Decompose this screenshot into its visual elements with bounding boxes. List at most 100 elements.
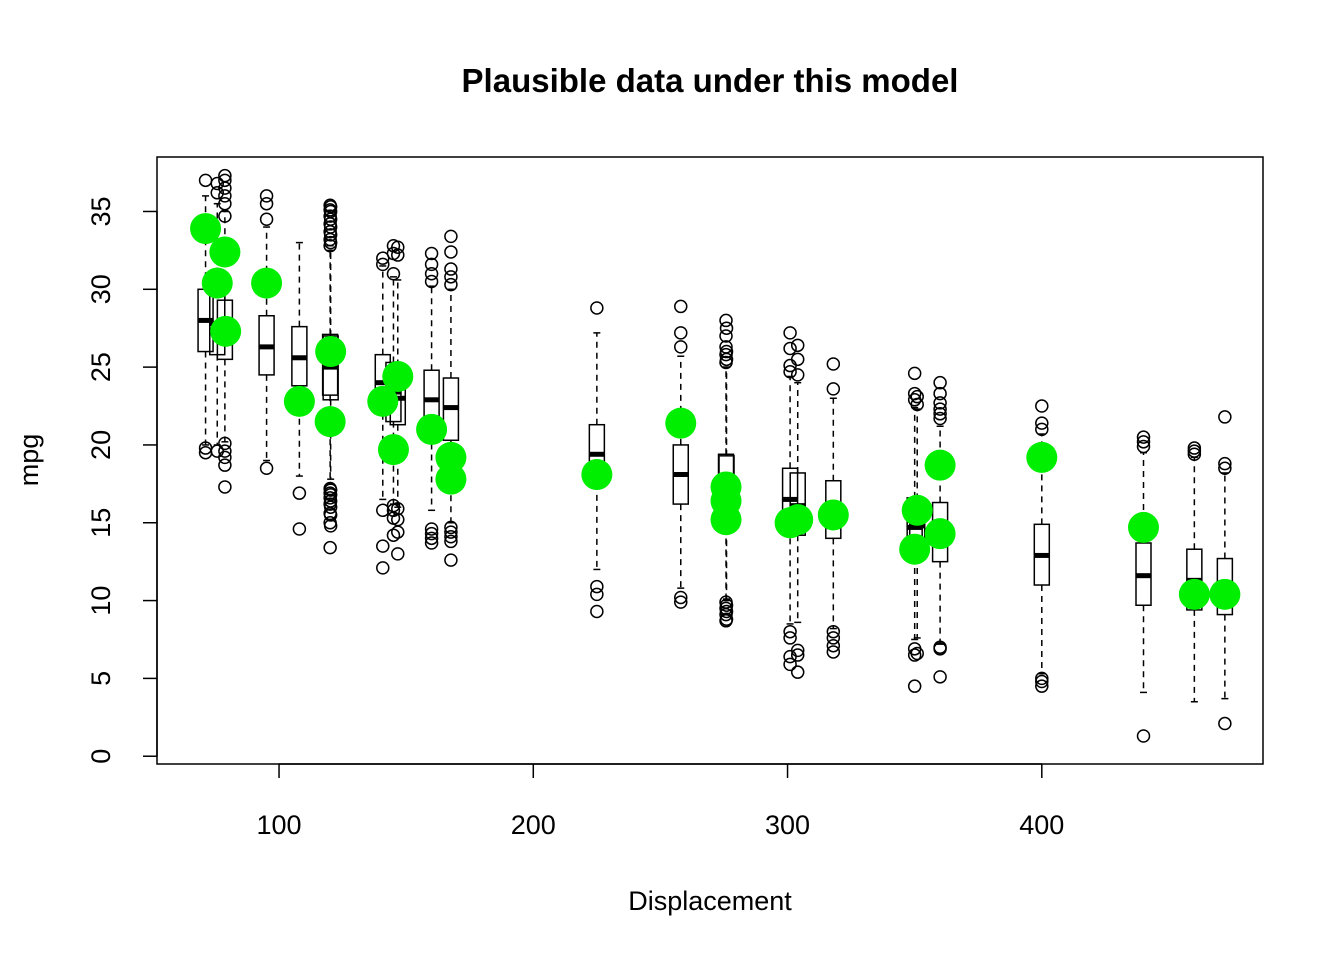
outlier-point xyxy=(719,329,733,343)
outlier-point xyxy=(391,512,405,527)
outlier-point xyxy=(783,326,797,340)
observed-point xyxy=(924,449,956,481)
outlier-point xyxy=(826,645,841,659)
outlier-point xyxy=(444,245,458,259)
outlier-point xyxy=(907,648,922,662)
observed-point xyxy=(665,407,697,439)
observed-point xyxy=(367,385,399,417)
outlier-point xyxy=(218,450,232,465)
outlier-point xyxy=(391,501,405,516)
outlier-point xyxy=(424,531,439,546)
outlier-point xyxy=(323,204,338,219)
outlier-point xyxy=(1035,416,1049,430)
outlier-point xyxy=(323,200,338,214)
outlier-point xyxy=(674,326,688,340)
outlier-point xyxy=(1218,410,1232,424)
outlier-point xyxy=(933,386,947,401)
outlier-point xyxy=(376,561,390,575)
outlier-point xyxy=(933,411,947,426)
outlier-point xyxy=(590,301,604,315)
outlier-point xyxy=(1035,671,1049,686)
observed-point xyxy=(416,413,448,445)
x-axis-label: Displacement xyxy=(628,886,792,916)
outlier-point xyxy=(826,382,841,396)
outlier-point xyxy=(292,522,307,536)
outlier-point xyxy=(323,228,338,242)
outlier-point xyxy=(1218,456,1232,471)
box-group xyxy=(672,299,690,609)
outlier-point xyxy=(1136,435,1151,449)
outlier-point xyxy=(323,540,337,555)
outlier-point xyxy=(783,341,797,356)
observed-point xyxy=(710,471,742,503)
outlier-point xyxy=(790,643,805,658)
outlier-point xyxy=(424,246,439,261)
outlier-point xyxy=(323,494,338,508)
outlier-point xyxy=(790,352,805,367)
outlier-point xyxy=(323,220,338,234)
y-axis-label: mpg xyxy=(14,434,44,487)
outlier-point xyxy=(259,212,274,227)
box-group xyxy=(258,189,275,476)
y-tick-label: 25 xyxy=(86,352,116,382)
observed-point xyxy=(377,434,409,466)
y-tick-label: 30 xyxy=(86,274,116,304)
observed-point xyxy=(435,441,467,473)
box-group xyxy=(1135,430,1152,743)
outlier-point xyxy=(376,257,390,272)
outlier-point xyxy=(719,321,734,335)
observed-point xyxy=(283,385,315,417)
outlier-point xyxy=(907,679,922,693)
observed-point xyxy=(382,360,414,392)
observed-point xyxy=(210,315,242,347)
outlier-point xyxy=(790,648,805,662)
box-group xyxy=(1216,410,1234,731)
observed-points-layer xyxy=(190,213,1241,610)
outlier-point xyxy=(674,299,688,314)
outlier-point xyxy=(218,444,232,458)
outlier-point xyxy=(323,508,338,522)
boxes-layer xyxy=(197,168,1234,743)
outlier-point xyxy=(674,590,688,605)
outlier-point xyxy=(590,604,604,619)
outlier-point xyxy=(210,186,225,200)
observed-point xyxy=(1209,578,1241,610)
outlier-point xyxy=(198,173,213,188)
observed-point xyxy=(899,533,931,565)
observed-point xyxy=(435,463,467,495)
box-group xyxy=(197,173,214,460)
outlier-point xyxy=(826,624,841,639)
observed-point xyxy=(901,494,933,526)
outlier-point xyxy=(444,229,458,244)
outlier-point xyxy=(259,189,274,203)
outlier-point xyxy=(826,638,841,653)
observed-point xyxy=(782,504,814,536)
outlier-point xyxy=(783,657,797,672)
outlier-point xyxy=(1187,441,1202,455)
outlier-point xyxy=(444,520,458,535)
box-group xyxy=(1033,399,1051,693)
outlier-point xyxy=(590,579,604,594)
outlier-point xyxy=(424,522,439,536)
y-tick-label: 5 xyxy=(86,671,116,686)
outlier-point xyxy=(719,344,734,359)
observed-point xyxy=(201,267,233,299)
outlier-point xyxy=(218,168,232,183)
y-tick-label: 35 xyxy=(86,196,116,226)
observed-point xyxy=(1026,441,1058,473)
outlier-point xyxy=(444,262,458,276)
observed-point xyxy=(710,504,742,536)
observed-point xyxy=(251,267,283,299)
outlier-point xyxy=(424,266,439,281)
outlier-point xyxy=(1035,422,1049,437)
outlier-point xyxy=(1136,729,1151,743)
y-tick-label: 15 xyxy=(86,508,116,538)
outlier-point xyxy=(1136,439,1151,454)
outlier-point xyxy=(719,598,734,612)
outlier-point xyxy=(259,461,274,476)
outlier-point xyxy=(386,498,401,513)
box-group xyxy=(423,246,440,550)
outlier-point xyxy=(1035,674,1049,689)
outlier-point xyxy=(719,313,733,328)
